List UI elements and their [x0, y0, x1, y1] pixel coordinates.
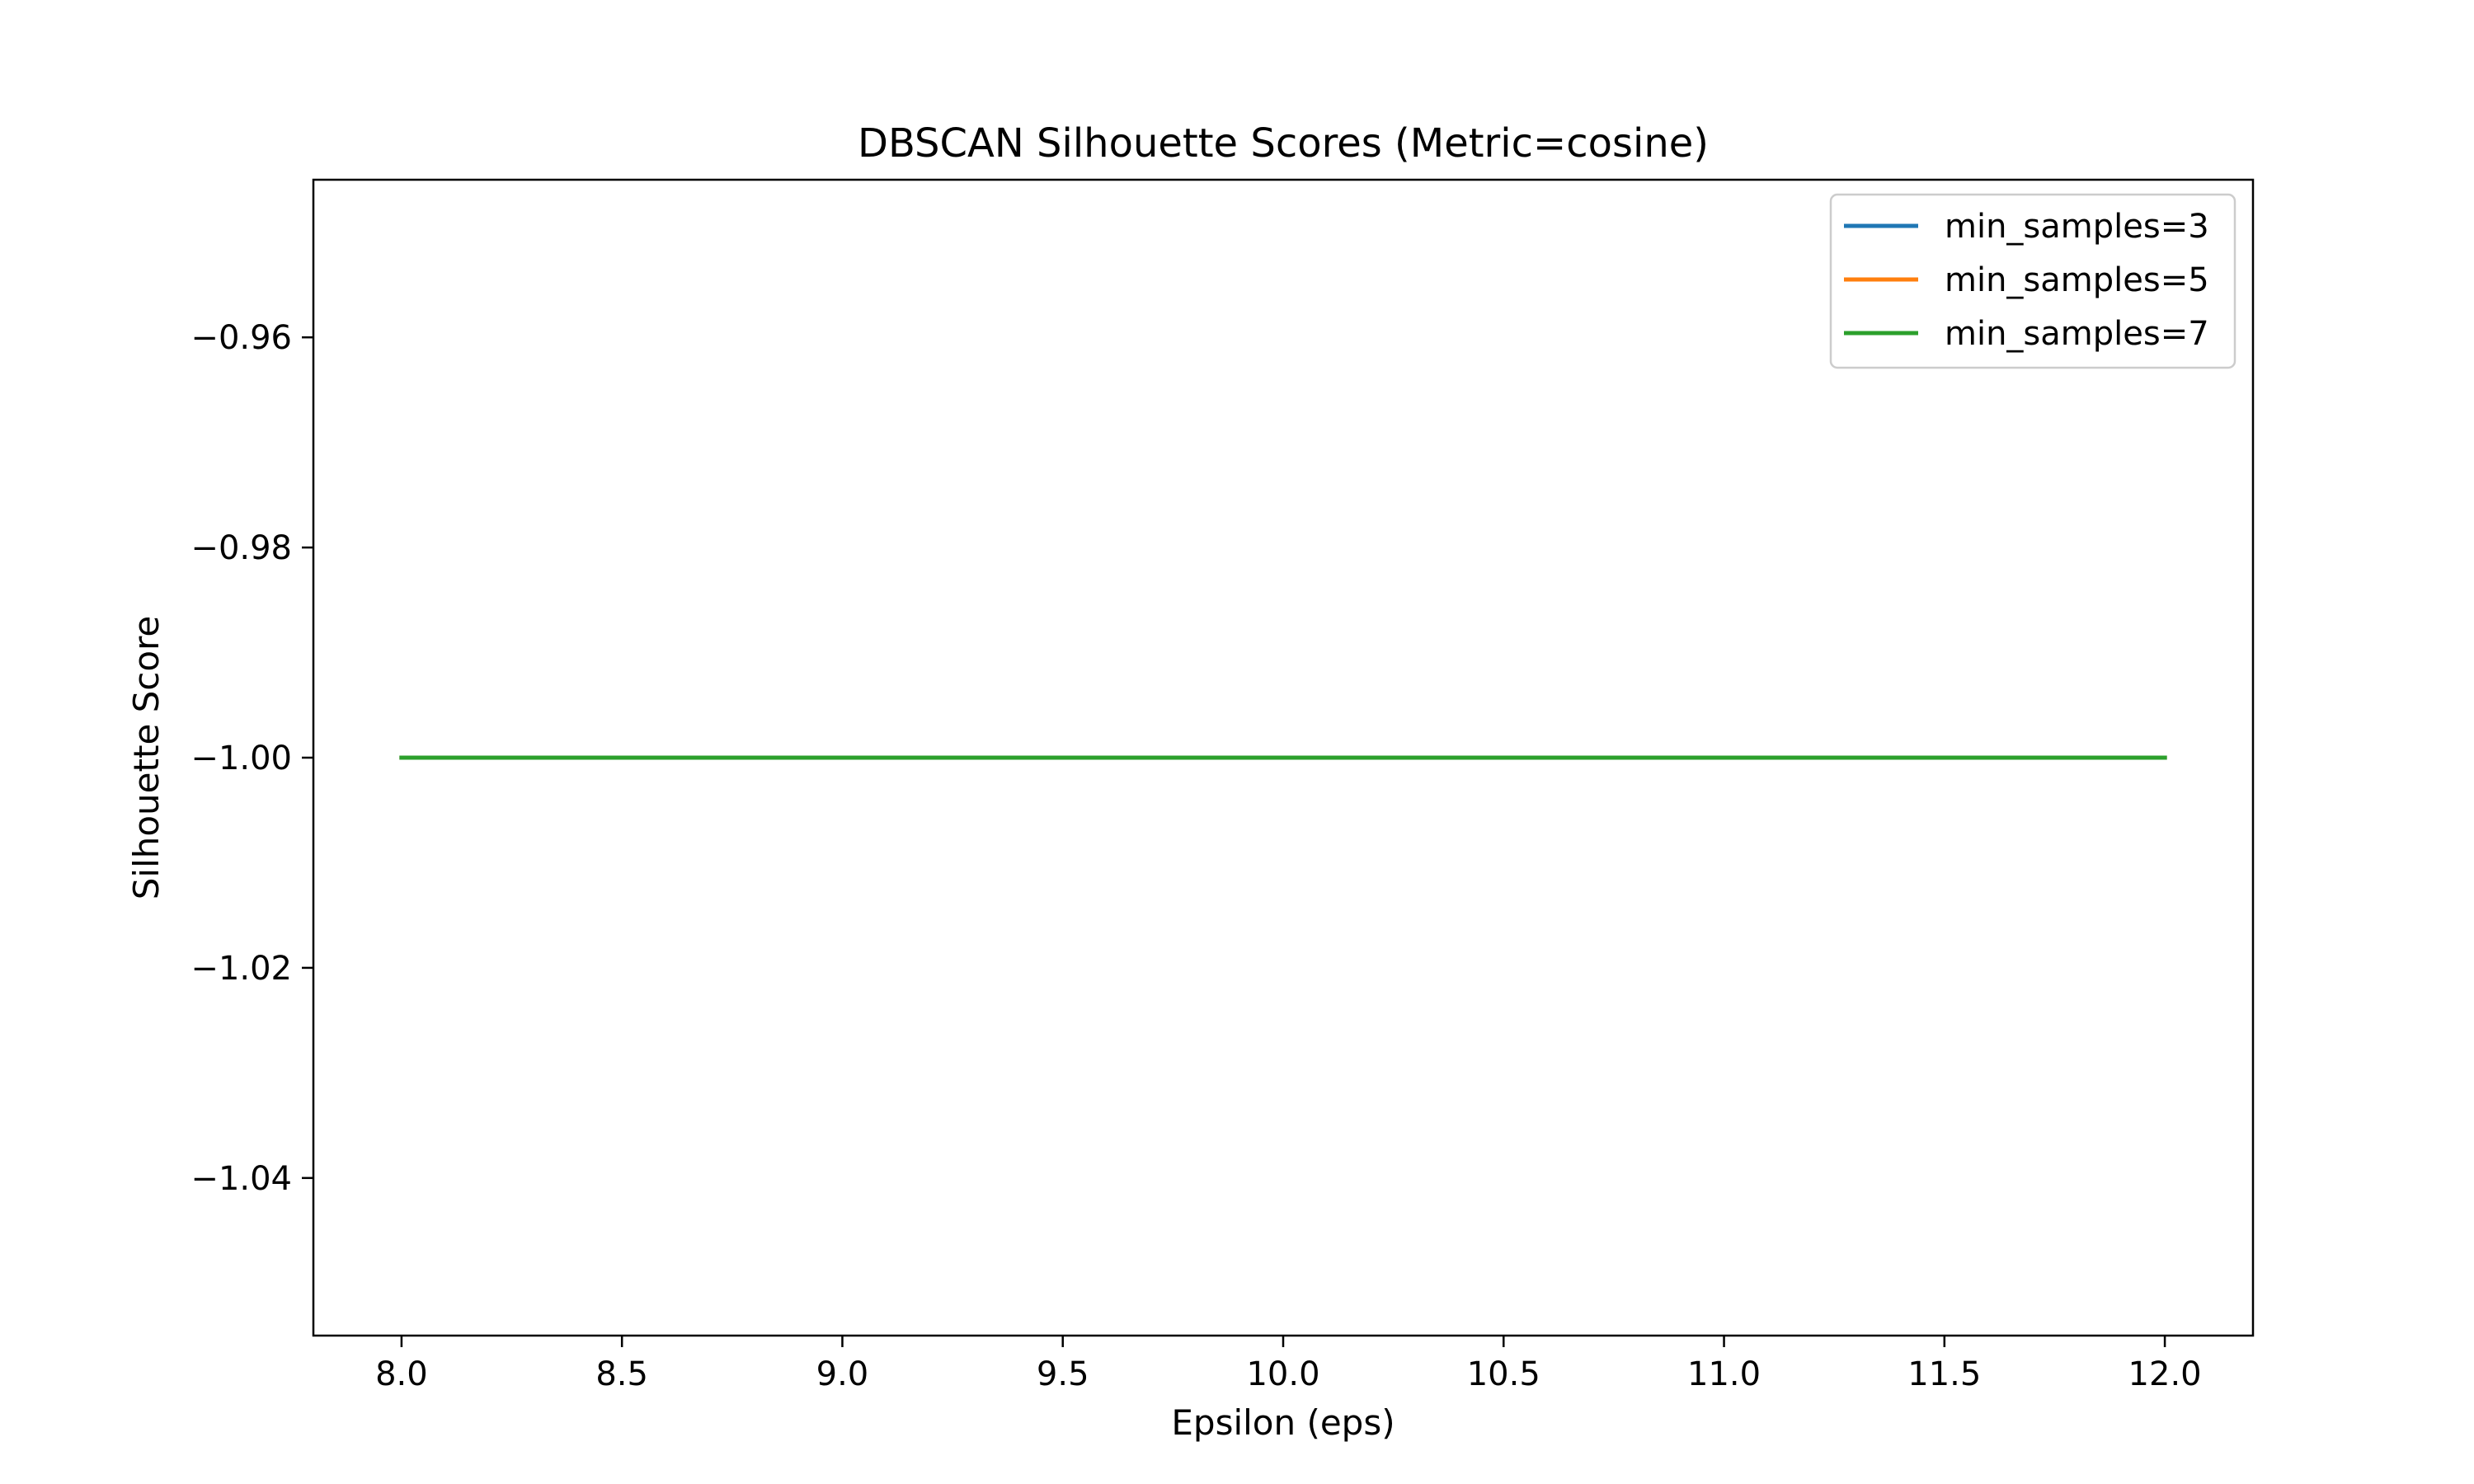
legend-frame [1829, 193, 2236, 369]
y-axis-title: Silhouette Score [126, 616, 167, 900]
y-tick-label: −1.04 [190, 1160, 292, 1198]
x-tick-label: 9.5 [1037, 1355, 1089, 1393]
x-tick-label: 12.0 [2128, 1355, 2202, 1393]
x-axis: 8.0 8.5 9.0 9.5 10.0 10.5 11.0 11.5 12.0 [375, 1336, 2202, 1393]
y-tick-label: −0.98 [190, 529, 292, 567]
x-tick-label: 8.5 [595, 1355, 648, 1393]
x-tick-label: 9.0 [816, 1355, 869, 1393]
legend-label: min_samples=5 [1945, 261, 2209, 299]
x-tick-label: 10.5 [1467, 1355, 1540, 1393]
x-axis-title: Epsilon (eps) [1171, 1402, 1395, 1443]
x-tick-label: 11.0 [1687, 1355, 1761, 1393]
chart-title: DBSCAN Silhouette Scores (Metric=cosine) [858, 120, 1709, 167]
legend-label: min_samples=3 [1945, 208, 2209, 246]
y-tick-label: −1.00 [190, 740, 292, 777]
y-tick-label: −1.02 [190, 950, 292, 988]
legend: min_samples=3 min_samples=5 min_samples=7 [1829, 193, 2236, 369]
x-tick-label: 8.0 [375, 1355, 428, 1393]
y-axis: −0.96 −0.98 −1.00 −1.02 −1.04 [190, 319, 313, 1198]
legend-label: min_samples=7 [1945, 315, 2209, 353]
x-tick-label: 10.0 [1246, 1355, 1319, 1393]
x-tick-label: 11.5 [1907, 1355, 1981, 1393]
y-tick-label: −0.96 [190, 319, 292, 357]
